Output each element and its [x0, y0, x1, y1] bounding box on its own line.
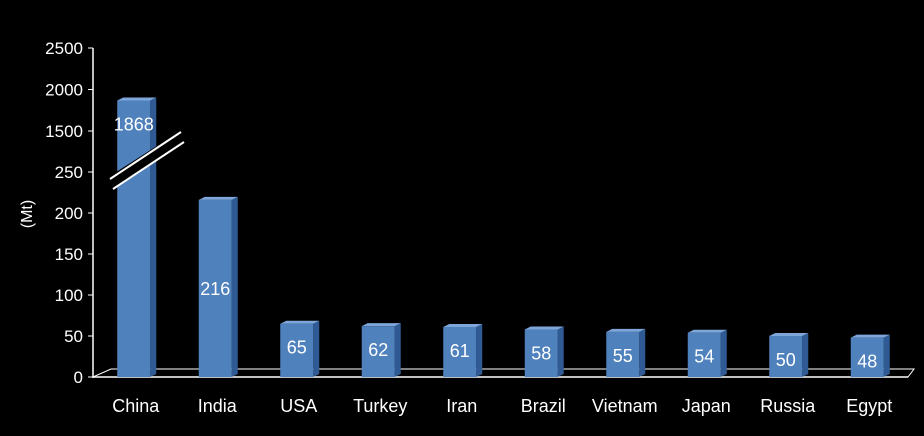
bar-top [443, 323, 483, 327]
y-tick-label: 100 [55, 286, 83, 305]
y-tick-label: 2500 [45, 39, 83, 58]
data-label: 62 [368, 340, 388, 360]
y-tick-label: 250 [55, 163, 83, 182]
bar [769, 336, 803, 377]
bar-side [231, 196, 238, 377]
bar-top [850, 334, 890, 338]
category-label: China [112, 396, 160, 416]
bar [280, 323, 314, 377]
category-label: Egypt [846, 396, 892, 416]
bar-top [769, 333, 809, 336]
y-tick-label: 200 [55, 204, 83, 223]
bar-side [476, 323, 483, 377]
bar-usa [280, 320, 320, 377]
bar-top [524, 326, 564, 330]
bar-top [687, 329, 727, 333]
data-label: 61 [450, 341, 470, 361]
bar [687, 332, 721, 377]
bar-top [606, 328, 646, 332]
data-label: 48 [857, 352, 877, 372]
bar [198, 199, 232, 377]
bar-side [557, 326, 564, 377]
bar [850, 337, 884, 377]
axis-break-line-upper [109, 131, 182, 180]
category-label: Turkey [353, 396, 407, 416]
category-label: Iran [446, 396, 477, 416]
data-label: 54 [694, 347, 714, 367]
bar-japan [687, 329, 727, 377]
data-label: 50 [776, 350, 796, 370]
bar-iran [443, 323, 483, 377]
y-tick-label: 1500 [45, 122, 83, 141]
bar-side [883, 334, 890, 377]
bar-side [639, 328, 646, 377]
y-tick-label: 0 [74, 368, 83, 387]
category-label: Vietnam [592, 396, 658, 416]
bar-top [361, 323, 401, 327]
bar-top [117, 97, 157, 101]
bar-vietnam [606, 328, 646, 377]
data-label: 1868 [114, 114, 154, 134]
bar [524, 329, 558, 377]
data-label: 216 [200, 279, 230, 299]
y-tick-label: 150 [55, 245, 83, 264]
bar-russia [769, 333, 809, 377]
axis-break-line-lower [112, 141, 185, 190]
bar [443, 326, 477, 377]
bar [606, 331, 640, 377]
y-tick-label: 2000 [45, 81, 83, 100]
bar-side [394, 323, 401, 377]
y-axis-title: (Mt) [19, 200, 36, 228]
data-label: 65 [287, 338, 307, 358]
category-label: India [198, 396, 238, 416]
axis-break-gap [110, 131, 185, 188]
bar-side [150, 97, 157, 378]
bar-side [720, 329, 727, 377]
bar-egypt [850, 334, 890, 377]
bar-turkey [361, 323, 401, 377]
bar-india [198, 196, 238, 377]
data-label: 58 [531, 343, 551, 363]
bar-brazil [524, 326, 564, 377]
bar-top [280, 320, 320, 324]
category-label: USA [280, 396, 317, 416]
category-label: Japan [682, 396, 731, 416]
bar-top [198, 196, 238, 200]
bar-side [802, 333, 809, 377]
bar-side [313, 320, 320, 377]
y-tick-label: 50 [64, 327, 83, 346]
bar-china [117, 97, 157, 378]
bar [117, 100, 151, 378]
category-label: Russia [760, 396, 816, 416]
bar [361, 326, 395, 377]
data-label: 55 [613, 346, 633, 366]
category-label: Brazil [521, 396, 566, 416]
